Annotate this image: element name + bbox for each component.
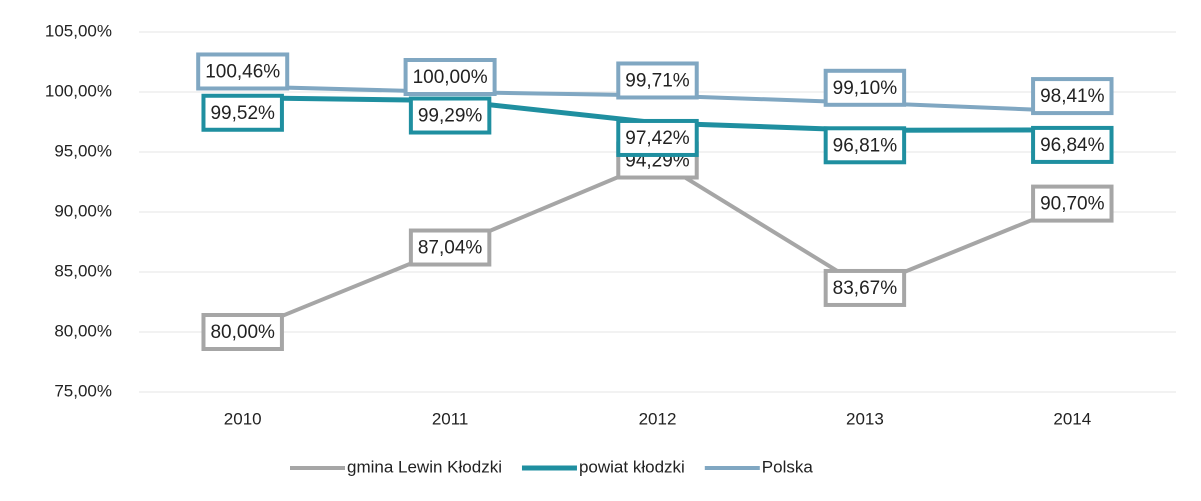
data-label: 99,52% — [210, 103, 275, 124]
data-label-box — [196, 52, 290, 91]
y-tick-label: 80,00% — [54, 321, 112, 340]
data-label: 96,84% — [1040, 135, 1105, 156]
data-label: 87,04% — [418, 238, 483, 259]
x-tick-label: 2012 — [639, 409, 677, 428]
legend-label: gmina Lewin Kłodzki — [347, 457, 502, 476]
data-label-box — [201, 313, 284, 351]
y-tick-label: 75,00% — [54, 381, 112, 400]
data-label-box — [201, 93, 284, 132]
y-tick-label: 85,00% — [54, 261, 112, 280]
data-label: 100,46% — [205, 61, 280, 82]
series-line — [241, 158, 1074, 334]
data-label-box — [616, 118, 699, 157]
x-tick-label: 2014 — [1053, 409, 1091, 428]
data-label: 90,70% — [1040, 194, 1105, 215]
legend-label: powiat kłodzki — [579, 457, 685, 476]
y-tick-label: 105,00% — [45, 21, 112, 40]
data-label-box — [823, 126, 907, 165]
legend-label: Polska — [762, 457, 814, 476]
data-label-box — [823, 68, 907, 107]
y-tick-label: 90,00% — [54, 201, 112, 220]
y-tick-label: 100,00% — [45, 81, 112, 100]
data-label-box — [1031, 77, 1114, 116]
data-label-box — [1031, 184, 1114, 223]
x-tick-label: 2010 — [224, 409, 262, 428]
data-label: 98,41% — [1040, 86, 1105, 107]
data-label-box — [408, 228, 492, 267]
data-label: 83,67% — [833, 278, 898, 299]
data-label-box — [1031, 125, 1114, 164]
data-label-box — [616, 61, 699, 100]
data-label: 99,10% — [833, 78, 898, 99]
data-label-box — [823, 268, 907, 307]
data-label: 80,00% — [210, 322, 275, 343]
data-label: 99,29% — [418, 106, 483, 127]
y-tick-label: 95,00% — [54, 141, 112, 160]
data-label: 97,42% — [625, 128, 690, 149]
data-label: 99,71% — [625, 70, 690, 91]
data-label-box — [403, 58, 497, 96]
data-label: 96,81% — [833, 135, 898, 156]
data-label: 100,00% — [413, 67, 488, 88]
x-tick-label: 2011 — [432, 409, 469, 428]
data-label-box — [408, 96, 492, 135]
x-tick-label: 2013 — [846, 409, 884, 428]
